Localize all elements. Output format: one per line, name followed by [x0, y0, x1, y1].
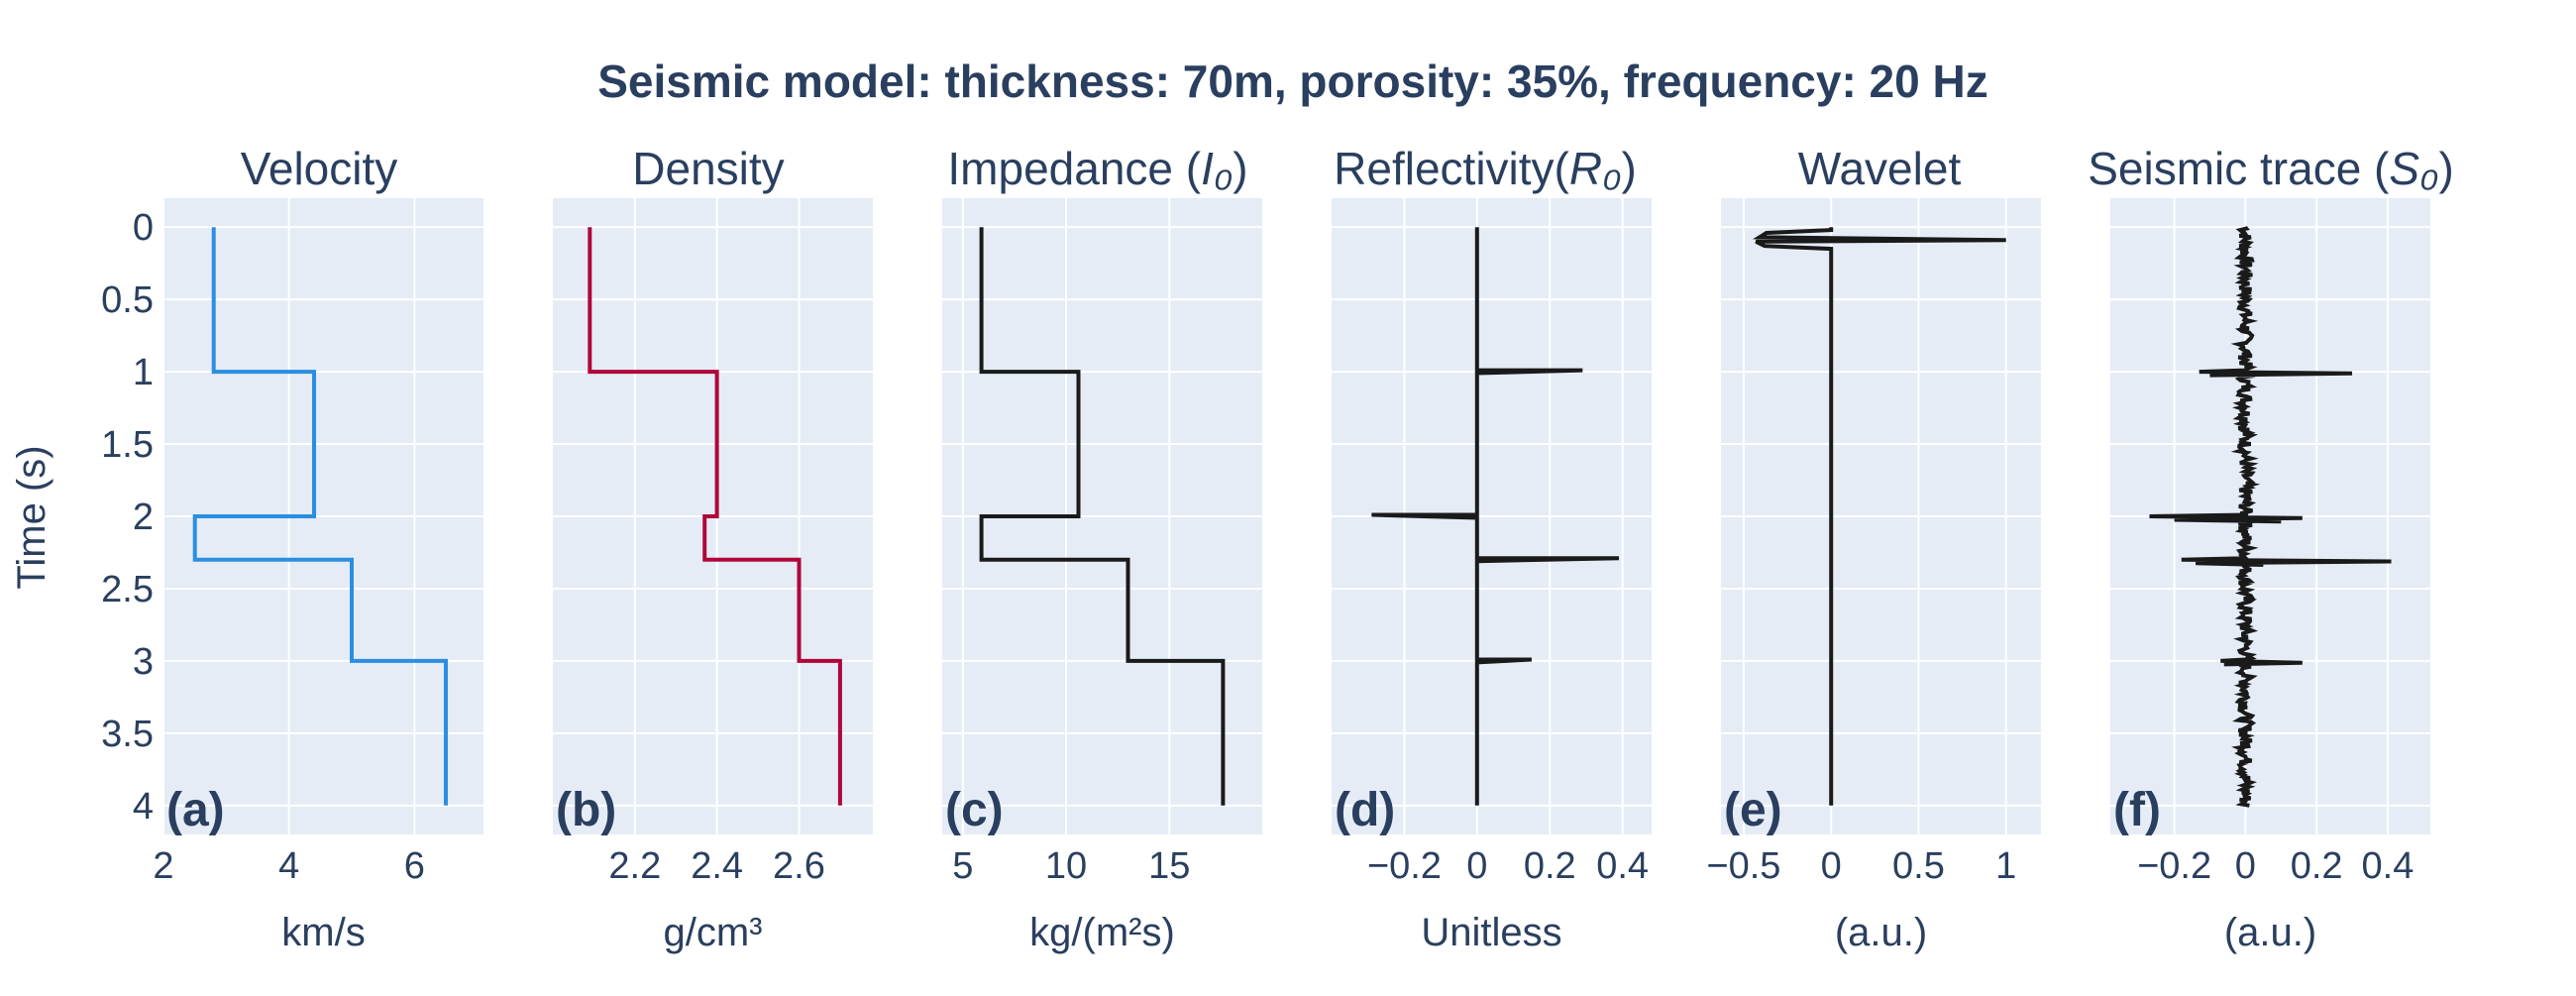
x-tick-label: 4 — [278, 845, 299, 887]
subplot-3: 5 10 15 Impedance (I₀) kg/(m²s) (c) — [942, 143, 1262, 954]
y-tick-label: 2.5 — [101, 569, 154, 610]
x-tick-label: 15 — [1148, 845, 1190, 887]
subplot-5: −0.5 0 0.5 1 Wavelet (a.u.) (e) — [1706, 143, 2041, 954]
panel-label: (c) — [945, 784, 1004, 836]
x-axis-label: km/s — [281, 911, 365, 954]
x-axis-label: kg/(m²s) — [1029, 911, 1175, 954]
series-line — [979, 227, 1226, 806]
y-axis-label: Time (s) — [10, 445, 54, 589]
subplot-2: 2.2 2.4 2.6 Density g/cm³ (b) — [553, 143, 873, 954]
series-line — [2149, 225, 2392, 808]
y-tick-label: 2 — [133, 497, 154, 538]
x-axis-label: (a.u.) — [2224, 911, 2316, 954]
x-tick-label: 0 — [1821, 845, 1842, 887]
series-line — [192, 227, 448, 806]
x-tick-label: −0.2 — [2137, 845, 2211, 887]
subplot-6: −0.2 0 0.2 0.4 Seismic trace (S₀) (a.u.) (f) — [2088, 143, 2454, 954]
x-tick-label: 2.6 — [773, 845, 825, 887]
y-tick-label: 3 — [133, 641, 154, 683]
subplot-1: 2 4 6 0 0.5 1 1.5 2 2.5 3 3.5 4 Velocity km/s (a) — [101, 143, 483, 954]
x-tick-label: 0.4 — [2362, 845, 2415, 887]
x-tick-label: 2.4 — [691, 845, 743, 887]
panel-label: (f) — [2113, 784, 2161, 836]
x-tick-label: −0.5 — [1706, 845, 1780, 887]
x-tick-label: 0.2 — [1524, 845, 1576, 887]
subplot-title: Density — [632, 143, 784, 194]
series-line — [588, 227, 842, 806]
x-tick-label: 2 — [153, 845, 173, 887]
x-tick-label: 0.2 — [2291, 845, 2343, 887]
y-tick-label: 0.5 — [101, 279, 154, 321]
y-tick-label: 3.5 — [101, 714, 154, 755]
subplot-title: Impedance (I₀) — [947, 143, 1247, 194]
y-tick-label: 1.5 — [101, 424, 154, 466]
chart-title: Seismic model: thickness: 70m, porosity:… — [597, 55, 1987, 107]
x-tick-label: 0.4 — [1596, 845, 1649, 887]
subplot-title: Velocity — [241, 143, 398, 194]
x-tick-label: 0.5 — [1892, 845, 1945, 887]
panel-label: (d) — [1335, 784, 1395, 836]
x-axis-label: (a.u.) — [1835, 911, 1927, 954]
panel-label: (a) — [166, 784, 225, 836]
series-line — [1371, 227, 1620, 806]
x-tick-label: 1 — [1995, 845, 2016, 887]
x-tick-label: 0 — [2235, 845, 2256, 887]
x-tick-label: −0.2 — [1367, 845, 1442, 887]
x-tick-label: 0 — [1466, 845, 1487, 887]
subplot-title: Reflectivity(R₀) — [1334, 143, 1637, 194]
x-tick-label: 5 — [952, 845, 973, 887]
y-tick-label: 4 — [133, 786, 154, 828]
x-tick-label: 2.2 — [608, 845, 661, 887]
series-line — [1752, 227, 2006, 806]
panel-label: (b) — [556, 784, 616, 836]
panel-label: (e) — [1724, 784, 1782, 836]
subplot-4: −0.2 0 0.2 0.4 Reflectivity(R₀) Unitless (d) — [1332, 143, 1652, 954]
y-tick-label: 0 — [133, 207, 154, 249]
subplot-title: Wavelet — [1798, 143, 1962, 194]
x-axis-label: Unitless — [1421, 911, 1561, 954]
subplot-title: Seismic trace (S₀) — [2088, 143, 2454, 194]
y-tick-label: 1 — [133, 352, 154, 393]
x-tick-label: 6 — [404, 845, 425, 887]
x-axis-label: g/cm³ — [664, 911, 763, 954]
x-tick-label: 10 — [1045, 845, 1087, 887]
